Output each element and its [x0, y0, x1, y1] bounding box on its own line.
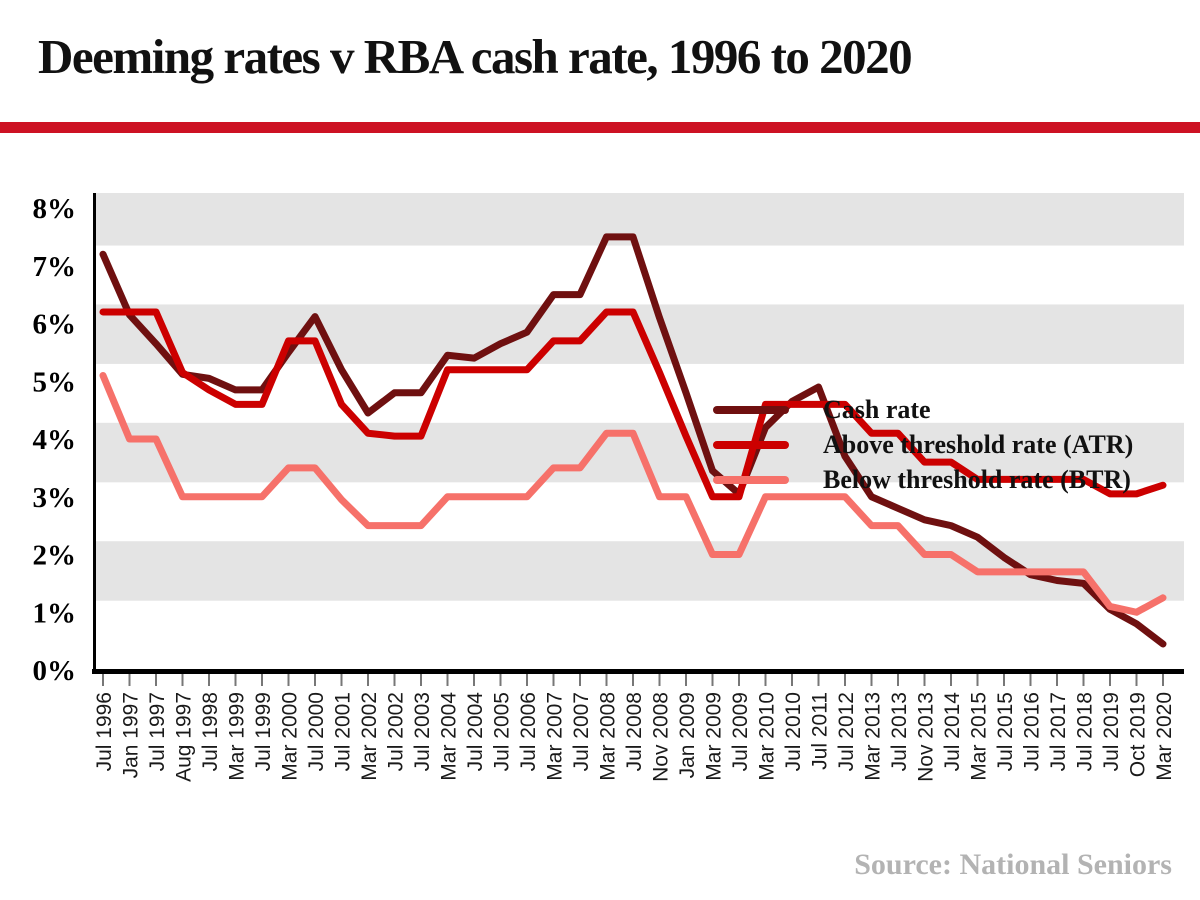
x-tick-label: Nov 2008	[650, 692, 673, 782]
chart-area: 0% 1% 2% 3% 4% 5% 6% 7% 8% Jul 1996 Jan 1997 Jul 19…	[0, 185, 1200, 835]
y-tick-label: 5%	[33, 366, 77, 398]
x-tick-label: Mar 2008	[597, 692, 620, 781]
x-tick-label: Jul 2008	[623, 692, 646, 771]
x-tick-label: Aug 1997	[173, 692, 196, 782]
x-tick-label: Jul 2015	[994, 692, 1017, 771]
x-tick-label: Jul 2012	[835, 692, 858, 771]
x-tick-label: Mar 2000	[279, 692, 302, 781]
chart-legend: Cash rate Above threshold rate (ATR) Bel…	[713, 392, 1133, 497]
x-tick-label: Jul 2019	[1100, 692, 1123, 771]
x-tick-label: Jul 1997	[146, 692, 169, 771]
y-tick-label: 7%	[33, 251, 77, 283]
x-tick-label: Oct 2019	[1127, 692, 1150, 777]
x-tick-label: Jul 2006	[517, 692, 540, 771]
x-tick-label: Nov 2013	[915, 692, 938, 782]
y-tick-label: 3%	[33, 482, 77, 514]
x-tick-label: Jan 1997	[120, 692, 143, 778]
plot-band	[96, 193, 1184, 246]
x-tick-label: Mar 2010	[756, 692, 779, 781]
x-tick-label: Mar 2009	[703, 692, 726, 781]
x-tick-label: Jul 1998	[199, 692, 222, 771]
x-tick-label: Jul 2009	[729, 692, 752, 771]
legend-item-atr: Above threshold rate (ATR)	[713, 427, 1133, 462]
x-tick-label: Jul 2000	[305, 692, 328, 771]
legend-label: Cash rate	[823, 394, 931, 424]
x-tick-label: Mar 2015	[968, 692, 991, 781]
x-tick-label: Jul 2003	[411, 692, 434, 771]
x-tick-label: Jul 2011	[809, 692, 832, 770]
atr-swatch	[713, 440, 789, 449]
legend-item-btr: Below threshold rate (BTR)	[713, 462, 1133, 497]
x-tick-label: Jul 2013	[888, 692, 911, 771]
y-tick-label: 8%	[33, 193, 77, 225]
x-tick-label: Jul 2004	[464, 692, 487, 772]
x-tick-label: Jul 2014	[941, 692, 964, 772]
y-tick-label: 6%	[33, 309, 77, 341]
x-tick-label: Jul 2007	[570, 692, 593, 771]
x-tick-label: Jul 2016	[1021, 692, 1044, 771]
btr-swatch	[713, 475, 789, 484]
y-tick-label: 1%	[33, 597, 77, 629]
x-tick-label: Mar 1999	[226, 692, 249, 781]
x-tick-label: Mar 2020	[1153, 692, 1176, 781]
y-tick-label: 2%	[33, 540, 77, 572]
x-tick-label: Jul 2018	[1074, 692, 1097, 771]
cash-rate-swatch	[713, 405, 789, 414]
x-tick-label: Jul 2002	[385, 692, 408, 771]
legend-label: Above threshold rate (ATR)	[823, 429, 1134, 459]
atr-line	[99, 308, 1167, 501]
x-tick-label: Jul 2001	[332, 692, 355, 771]
legend-label: Below threshold rate (BTR)	[823, 464, 1131, 494]
x-tick-label: Mar 2007	[544, 692, 567, 781]
page-title: Deeming rates v RBA cash rate, 1996 to 2…	[38, 29, 913, 84]
legend-item-cash-rate: Cash rate	[713, 392, 1133, 427]
x-tick-label: Mar 2013	[862, 692, 885, 781]
x-tick-label: Jul 2010	[782, 692, 805, 771]
x-tick-label: Jul 2017	[1047, 692, 1070, 771]
x-tick-label: Mar 2002	[358, 692, 381, 781]
x-tick-label: Jul 1996	[93, 692, 116, 771]
y-tick-label: 4%	[33, 424, 77, 456]
title-divider-rule	[0, 122, 1200, 133]
y-tick-label: 0%	[33, 655, 77, 687]
line-chart: 0%1%2%3%4%5%6%7%8%Jul 1996 Jan 1997 Jul 19…	[33, 193, 1184, 782]
x-tick-label: Jul 1999	[252, 692, 275, 771]
x-tick-label: Jan 2009	[676, 692, 699, 778]
x-tick-label: Jul 2005	[491, 692, 514, 771]
x-tick-label: Mar 2004	[438, 692, 461, 781]
btr-line	[99, 371, 1167, 616]
source-attribution: Source: National Seniors	[854, 848, 1172, 881]
